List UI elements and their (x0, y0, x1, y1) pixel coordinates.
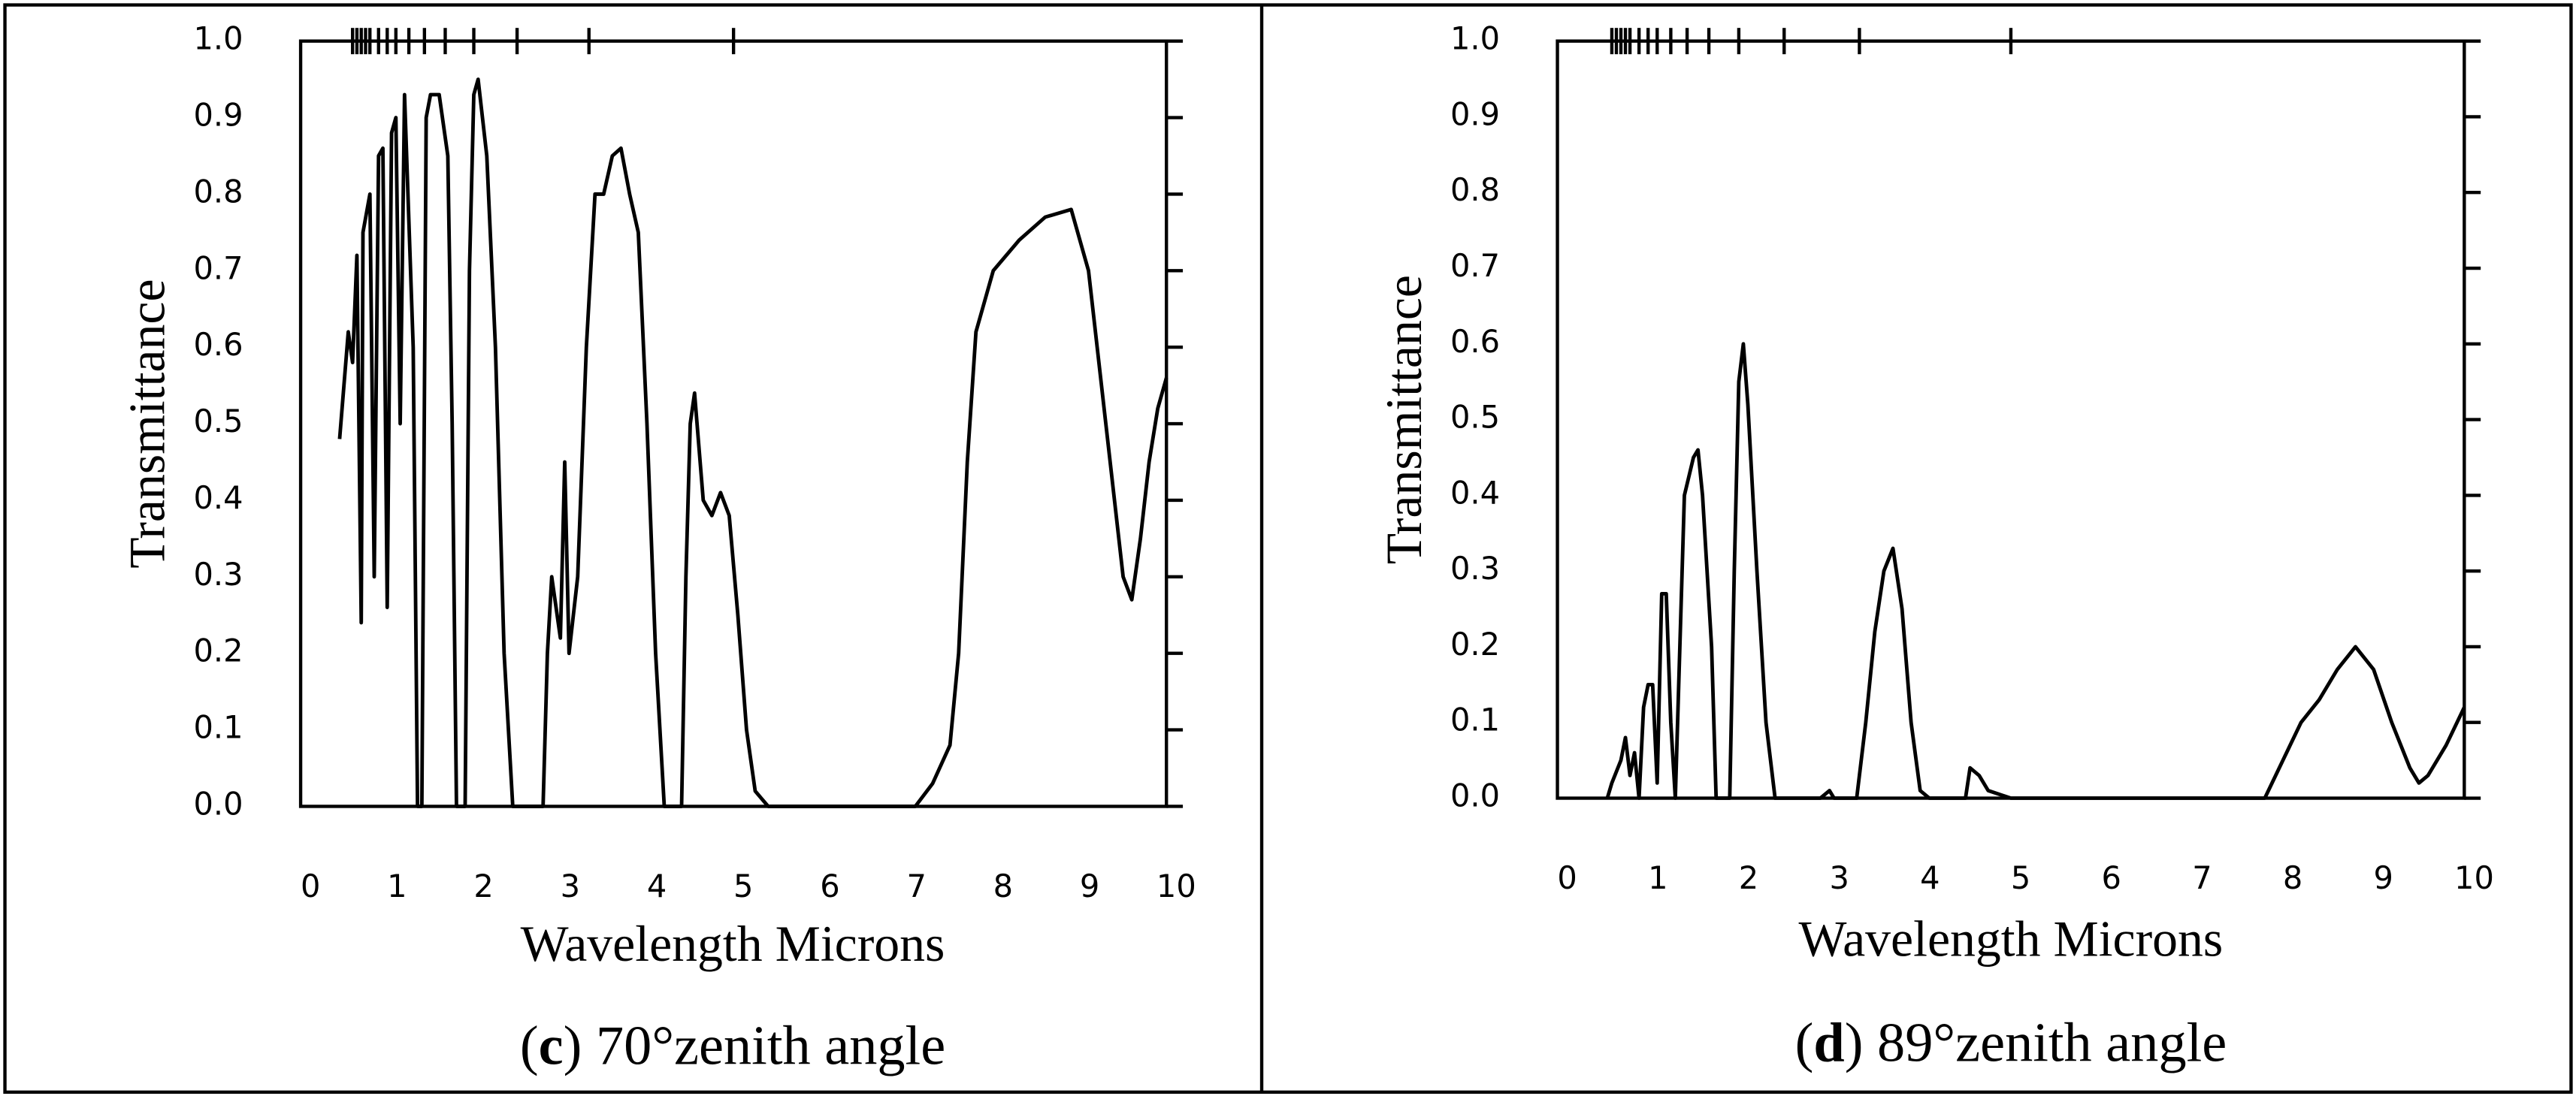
caption: (d) 89°zenith angle (1795, 1012, 2227, 1073)
x-tick-label: 10 (1156, 868, 1196, 904)
y-tick-label: 0.8 (1450, 171, 1500, 208)
x-axis-label: Wavelength Microns (1799, 910, 2224, 967)
x-tick-label: 1 (1648, 859, 1667, 896)
y-tick-label: 0.4 (194, 479, 243, 516)
x-tick-label: 3 (1829, 859, 1849, 896)
frame (3, 3, 2573, 1094)
x-tick-label: 4 (1920, 859, 1940, 896)
chart-panel: 0.0 0.1 0.2 0.3 0.4 0.5 0.6 0.7 0.8 0.9 1.0 0 1 2 3 4 5 6… (119, 20, 1196, 1077)
y-tick-label: 0.0 (194, 785, 243, 822)
y-tick-label: 0.7 (194, 249, 243, 286)
x-tick-label: 3 (561, 868, 580, 904)
x-tick-label: 9 (1080, 868, 1099, 904)
transmittance-line (1605, 342, 2466, 800)
x-tick-label: 7 (906, 868, 926, 904)
y-tick-label: 0.5 (1450, 399, 1500, 436)
caption-part: ( (520, 1016, 539, 1077)
chart-panel: 0.0 0.1 0.2 0.3 0.4 0.5 0.6 0.7 0.8 0.9 1.0 0 1 2 3 4 5 6… (1376, 20, 2494, 1074)
y-tick-label: 0.3 (194, 556, 243, 593)
x-tick-label: 10 (2454, 859, 2494, 896)
y-tick-label: 0.1 (1450, 702, 1500, 738)
caption-part: ( (1795, 1012, 1814, 1073)
transmittance-line (337, 77, 1169, 808)
y-tick-label: 1.0 (194, 20, 243, 57)
x-tick-label: 6 (2102, 859, 2121, 896)
x-tick-label: 8 (993, 868, 1013, 904)
x-axis-label: Wavelength Microns (521, 916, 945, 972)
y-tick-label: 0.1 (194, 709, 243, 746)
y-axis-label: Transmittance (119, 279, 176, 568)
x-tick-label: 2 (473, 868, 493, 904)
caption-part: c (539, 1016, 564, 1077)
caption-part: ) 89°zenith angle (1845, 1012, 2227, 1073)
x-tick-label: 6 (820, 868, 839, 904)
y-tick-label: 0.8 (194, 173, 243, 210)
x-tick-label: 1 (387, 868, 407, 904)
x-tick-label: 8 (2283, 859, 2302, 896)
y-tick-label: 0.5 (194, 403, 243, 439)
y-tick-label: 0.2 (194, 633, 243, 669)
y-tick-label: 0.9 (194, 97, 243, 134)
y-tick-label: 0.6 (1450, 323, 1500, 360)
x-tick-label: 2 (1739, 859, 1758, 896)
x-tick-label: 0 (301, 868, 320, 904)
y-tick-label: 0.7 (1450, 247, 1500, 284)
y-tick-label: 0.2 (1450, 626, 1500, 663)
x-tick-label: 7 (2192, 859, 2212, 896)
caption-part: d (1813, 1012, 1844, 1073)
x-tick-label: 0 (1557, 859, 1577, 896)
x-tick-label: 9 (2374, 859, 2393, 896)
y-tick-label: 0.9 (1450, 95, 1500, 132)
y-tick-label: 0.4 (1450, 474, 1500, 511)
y-tick-label: 0.6 (194, 326, 243, 363)
y-tick-label: 0.3 (1450, 550, 1500, 587)
x-tick-label: 5 (2011, 859, 2030, 896)
y-axis-label: Transmittance (1376, 275, 1432, 564)
plot-area (298, 39, 1169, 808)
y-tick-label: 1.0 (1450, 20, 1500, 57)
x-tick-label: 5 (733, 868, 753, 904)
caption-part: ) 70°zenith angle (564, 1016, 946, 1077)
caption: (c) 70°zenith angle (520, 1016, 945, 1077)
y-tick-label: 0.0 (1450, 777, 1500, 814)
x-tick-label: 4 (647, 868, 667, 904)
